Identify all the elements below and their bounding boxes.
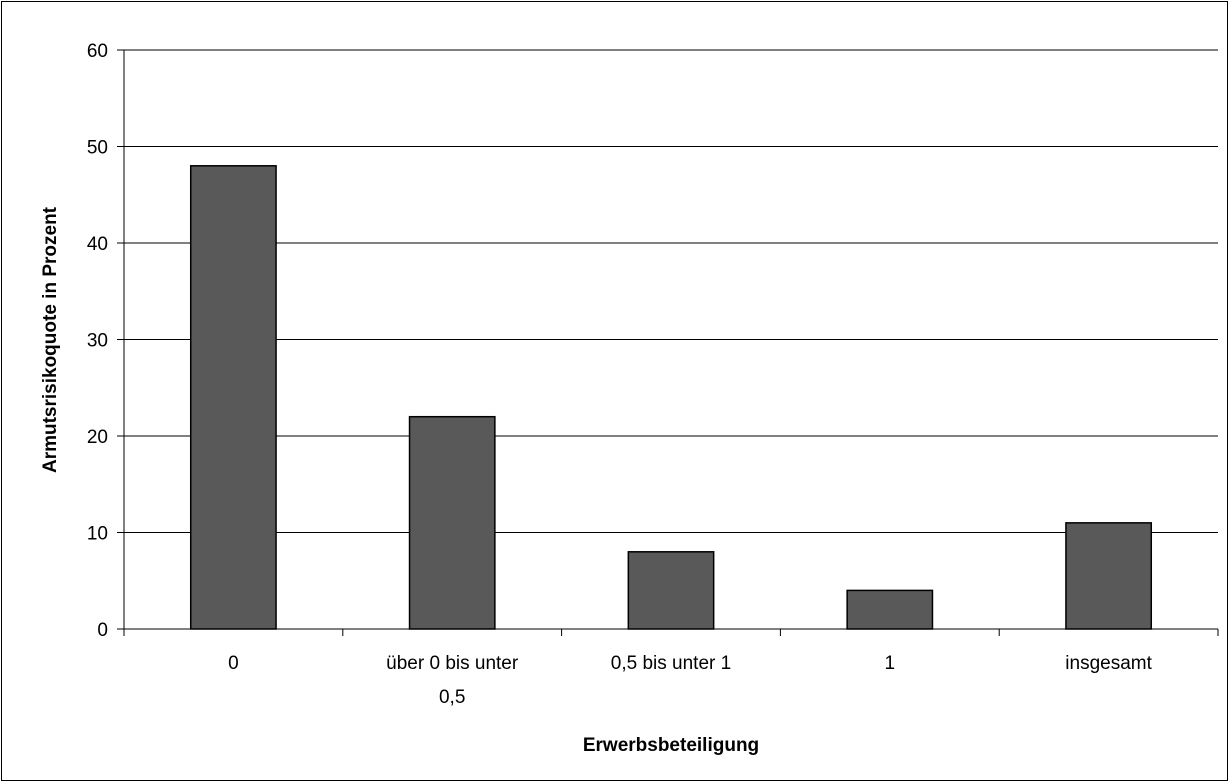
y-tick-label: 20: [87, 427, 108, 448]
x-tick-label: 0: [228, 653, 239, 674]
bar: [627, 551, 715, 630]
bar: [1065, 522, 1153, 630]
gridlines: [124, 49, 1218, 533]
y-tick-label: 40: [87, 234, 108, 255]
y-tick-labels: 0 10 20 30 40 50 60: [87, 41, 124, 641]
x-tick-label: 1: [885, 653, 896, 674]
bars: [189, 165, 1153, 630]
y-tick-label: 10: [87, 524, 108, 545]
bar: [189, 165, 277, 630]
x-tick-label: insgesamt: [1065, 653, 1152, 674]
x-tick-label: 0,5 bis unter 1: [611, 653, 731, 674]
y-axis-title: Armutsrisikoquote in Prozent: [40, 206, 61, 473]
bar: [408, 415, 496, 630]
y-tick-label: 50: [87, 138, 108, 159]
x-axis-title: Erwerbsbeteiligung: [583, 735, 759, 756]
x-tick-label: über 0 bis unter 0,5: [386, 653, 519, 708]
y-tick-label: 60: [87, 41, 108, 62]
bar: [846, 589, 934, 630]
x-tick-labels: 0 über 0 bis unter 0,5 0,5 bis unter 1 1 insg…: [123, 629, 1219, 708]
y-tick-label: 0: [97, 620, 108, 641]
y-tick-label: 30: [87, 331, 108, 352]
